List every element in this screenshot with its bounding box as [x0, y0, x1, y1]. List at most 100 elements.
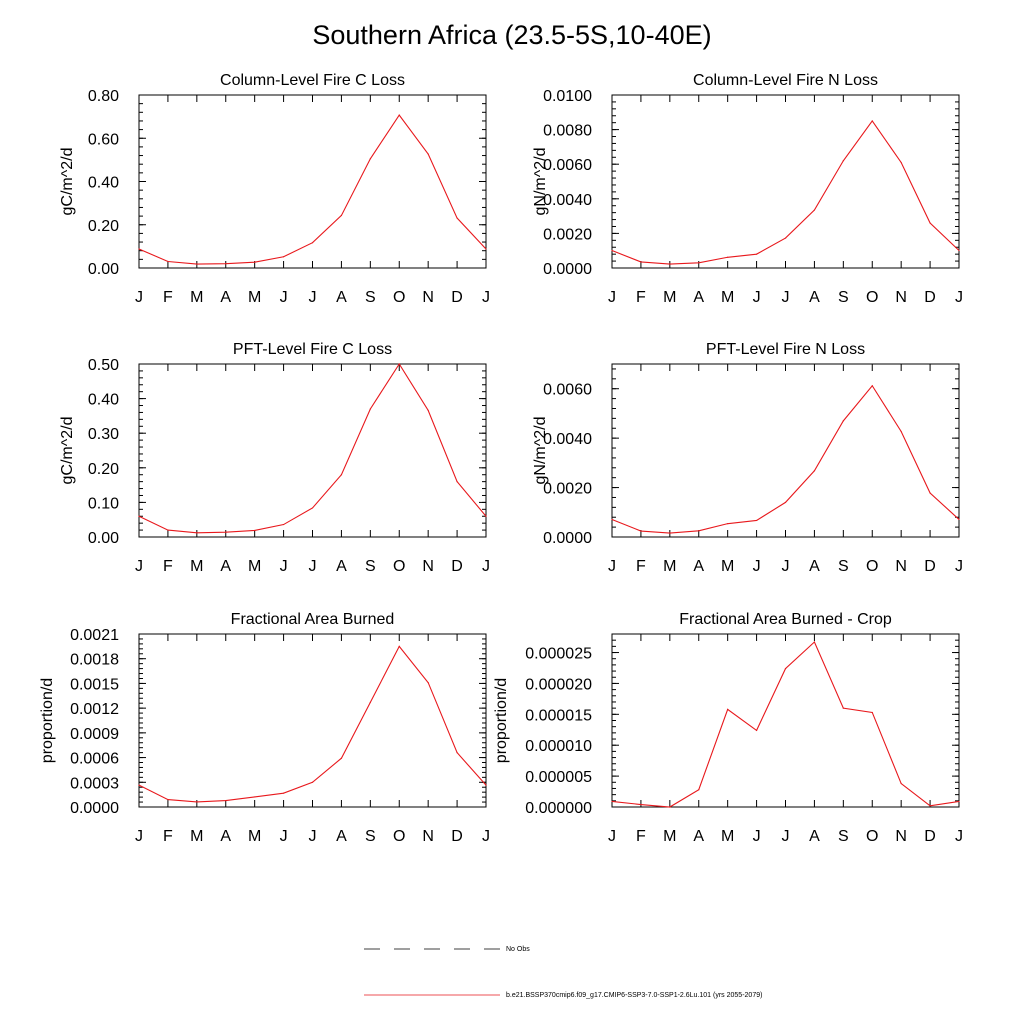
- x-tick-label: J: [753, 828, 761, 845]
- y-tick-label: 0.0100: [543, 88, 592, 105]
- y-axis-label: gC/m^2/d: [59, 148, 76, 216]
- data-point: [640, 530, 642, 532]
- data-point: [254, 261, 256, 263]
- data-point: [611, 249, 613, 252]
- y-tick-label: 0.0000: [70, 800, 119, 817]
- x-tick-label: D: [924, 558, 936, 575]
- data-point: [196, 532, 198, 534]
- y-tick-label: 0.40: [88, 392, 119, 409]
- data-point: [369, 158, 371, 160]
- data-point: [311, 781, 314, 783]
- data-point: [813, 641, 816, 643]
- data-point: [929, 805, 931, 807]
- data-point: [755, 729, 758, 731]
- y-tick-label: 0.20: [88, 461, 119, 478]
- x-tick-label: J: [482, 828, 490, 845]
- data-point: [138, 248, 140, 250]
- y-tick-label: 0.000010: [525, 738, 592, 755]
- data-point: [611, 518, 613, 521]
- panel-title: Fractional Area Burned - Crop: [679, 611, 892, 628]
- data-point: [485, 784, 487, 786]
- x-tick-label: F: [636, 558, 646, 575]
- x-tick-label: M: [663, 828, 676, 845]
- data-point: [958, 518, 960, 521]
- data-point: [640, 803, 642, 806]
- y-tick-label: 0.30: [88, 426, 119, 443]
- data-point: [398, 645, 400, 647]
- y-tick-label: 0.0003: [70, 775, 119, 792]
- y-tick-label: 0.50: [88, 357, 119, 374]
- x-tick-label: J: [309, 828, 317, 845]
- x-tick-label: J: [955, 558, 963, 575]
- x-tick-label: M: [190, 289, 203, 306]
- data-point: [167, 260, 169, 263]
- y-tick-label: 0.60: [88, 131, 119, 148]
- data-point: [784, 237, 787, 239]
- x-tick-label: J: [482, 558, 490, 575]
- x-tick-label: A: [336, 558, 347, 575]
- data-point: [340, 757, 343, 759]
- x-tick-label: J: [135, 558, 143, 575]
- x-tick-label: J: [753, 289, 761, 306]
- y-tick-label: 0.0012: [70, 701, 119, 718]
- x-tick-label: F: [163, 558, 173, 575]
- data-point: [842, 160, 844, 162]
- x-tick-label: J: [608, 289, 616, 306]
- data-point: [929, 222, 931, 224]
- y-tick-label: 0.000000: [525, 800, 592, 817]
- panel-title: Column-Level Fire C Loss: [220, 72, 405, 89]
- x-tick-label: O: [866, 289, 878, 306]
- y-axis-label: gC/m^2/d: [59, 417, 76, 485]
- data-point: [958, 800, 960, 803]
- data-point: [456, 217, 458, 219]
- panel-title: PFT-Level Fire N Loss: [706, 341, 865, 358]
- data-point: [698, 789, 700, 791]
- x-tick-label: S: [365, 558, 376, 575]
- y-tick-label: 0.0000: [543, 530, 592, 547]
- x-tick-label: J: [955, 289, 963, 306]
- data-point: [485, 248, 487, 250]
- y-tick-label: 0.40: [88, 175, 119, 192]
- x-tick-label: O: [866, 828, 878, 845]
- x-tick-label: J: [309, 289, 317, 306]
- x-tick-label: J: [280, 828, 288, 845]
- x-tick-label: M: [248, 828, 261, 845]
- y-tick-label: 0.0018: [70, 652, 119, 669]
- data-point: [871, 120, 873, 122]
- data-point: [311, 507, 314, 509]
- x-tick-label: S: [838, 828, 849, 845]
- x-tick-label: A: [693, 828, 704, 845]
- x-tick-label: D: [451, 828, 463, 845]
- data-point: [225, 531, 227, 533]
- data-point: [813, 209, 816, 211]
- y-tick-label: 0.000025: [525, 646, 592, 663]
- data-point: [369, 408, 371, 410]
- data-point: [254, 529, 256, 532]
- x-tick-label: A: [809, 289, 820, 306]
- x-tick-label: D: [924, 828, 936, 845]
- y-tick-label: 0.20: [88, 218, 119, 235]
- chart-panel-3: J F M A M J J A S O N D J0.000.100.200.300.400.50PFT…: [59, 341, 490, 575]
- data-point: [755, 519, 758, 522]
- series-line: [611, 641, 960, 808]
- x-tick-label: J: [280, 558, 288, 575]
- data-point: [282, 523, 285, 526]
- y-tick-label: 0.0020: [543, 226, 592, 243]
- data-point: [669, 532, 671, 534]
- x-tick-label: F: [163, 289, 173, 306]
- x-tick-label: S: [838, 558, 849, 575]
- chart-panels: J F M A M J J A S O N D J0.000.200.400.600.80Column-…: [39, 72, 963, 845]
- y-axis-label: proportion/d: [39, 678, 56, 763]
- y-axis-label: gN/m^2/d: [532, 148, 549, 216]
- chart-panel-1: J F M A M J J A S O N D J0.000.200.400.600.80Column-…: [59, 72, 490, 306]
- x-tick-label: D: [451, 558, 463, 575]
- y-tick-label: 0.0080: [543, 123, 592, 140]
- y-axis-label: proportion/d: [493, 678, 510, 763]
- data-point: [698, 262, 700, 264]
- y-tick-label: 0.0040: [543, 431, 592, 448]
- data-point: [427, 682, 429, 684]
- data-point: [167, 529, 169, 531]
- panel-title: Column-Level Fire N Loss: [693, 72, 878, 89]
- data-point: [669, 806, 671, 808]
- x-tick-label: O: [866, 558, 878, 575]
